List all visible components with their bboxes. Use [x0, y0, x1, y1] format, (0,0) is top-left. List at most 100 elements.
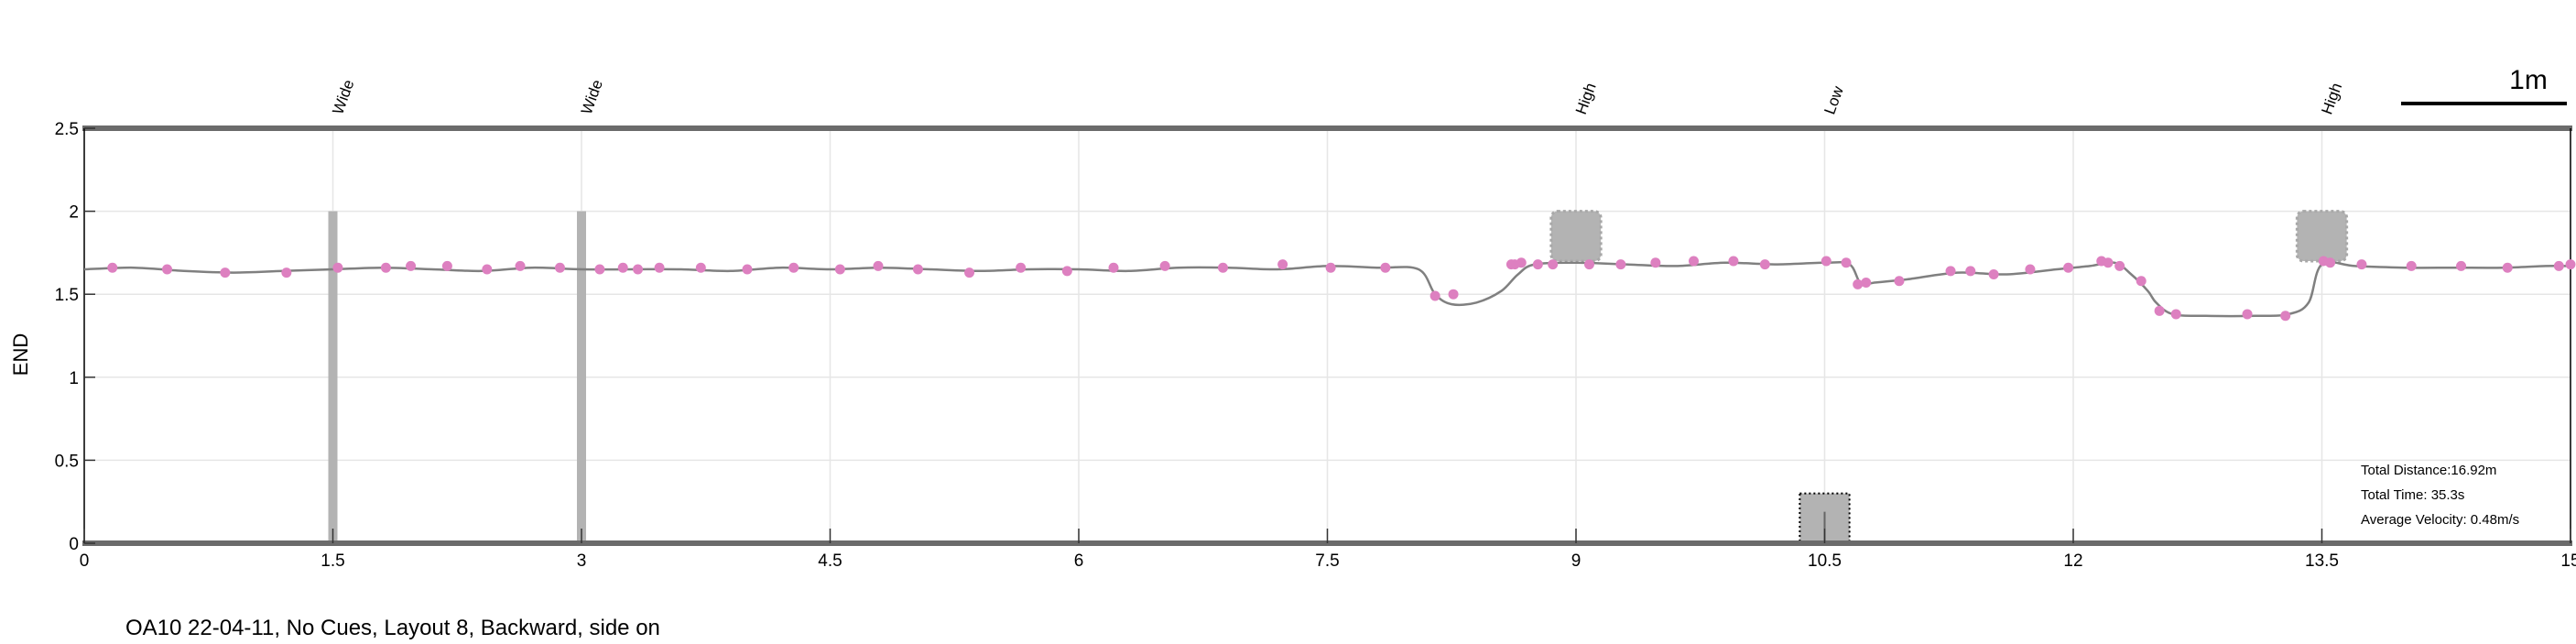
step-marker — [1325, 262, 1336, 273]
y-tick-label: 1 — [69, 369, 79, 388]
step-marker — [1108, 262, 1119, 273]
step-marker — [2154, 305, 2165, 316]
step-marker — [1759, 259, 1770, 270]
step-marker — [1841, 257, 1852, 268]
wide-obstacle — [328, 211, 338, 543]
step-marker — [594, 264, 605, 275]
stat-total-distance: Total Distance:16.92m — [2361, 463, 2496, 478]
step-marker — [2280, 311, 2291, 322]
step-marker — [2356, 259, 2367, 270]
x-tick-label: 13.5 — [2305, 551, 2339, 571]
stat-average-velocity: Average Velocity: 0.48m/s — [2361, 512, 2519, 528]
grid — [83, 127, 2571, 544]
step-marker — [1532, 259, 1543, 270]
step-marker — [1988, 268, 1999, 279]
step-marker — [1894, 276, 1905, 287]
top-axis-band — [82, 126, 2572, 131]
step-marker — [1380, 262, 1391, 273]
step-marker — [1548, 259, 1559, 270]
wide-obstacle — [577, 211, 586, 543]
step-marker — [1159, 260, 1170, 271]
y-axis-title: END — [9, 333, 32, 376]
step-marker — [332, 262, 343, 273]
step-marker — [2114, 260, 2125, 271]
step-marker — [873, 260, 884, 271]
step-marker — [2063, 262, 2074, 273]
x-tick-label: 15 — [2560, 551, 2576, 571]
y-tick-label: 0 — [69, 535, 79, 554]
step-marker — [1821, 256, 1831, 267]
step-marker — [281, 267, 292, 278]
step-marker — [1728, 256, 1739, 267]
step-marker — [1945, 266, 1956, 277]
y-tick-label: 0.5 — [55, 452, 79, 471]
step-marker — [1429, 290, 1440, 301]
y-tick-label: 1.5 — [55, 286, 79, 305]
step-marker — [834, 264, 845, 275]
step-marker — [380, 262, 391, 273]
step-marker — [617, 262, 628, 273]
obstacle-label: Wide — [578, 77, 606, 116]
x-tick-label: 1.5 — [321, 551, 344, 571]
step-marker — [1861, 278, 1872, 289]
step-marker — [2502, 262, 2513, 273]
step-marker — [515, 260, 526, 271]
x-tick-label: 9 — [1571, 551, 1581, 571]
step-marker — [1061, 266, 1072, 277]
x-tick-label: 10.5 — [1808, 551, 1842, 571]
obstacle-label: Low — [1821, 83, 1847, 116]
stats-box: Total Distance:16.92m Total Time: 35.3s … — [2361, 463, 2519, 528]
y-tick-label: 2.5 — [55, 120, 79, 139]
axes: 0 1.5 3 4.5 6 7.5 9 10.5 12 13.5 15 0 0.5 1 1.5 2 2.5 — [55, 120, 2576, 571]
step-marker — [1689, 256, 1700, 267]
step-marker — [2406, 260, 2417, 271]
step-marker — [2136, 276, 2147, 287]
trajectory-line — [83, 260, 2571, 318]
step-marker — [1516, 257, 1527, 268]
obstacle-label: High — [1572, 81, 1600, 116]
step-marker — [2242, 309, 2253, 320]
step-marker — [1853, 278, 1864, 289]
step-marker — [107, 262, 118, 273]
step-marker — [1615, 259, 1626, 270]
stat-total-time: Total Time: 35.3s — [2361, 487, 2464, 503]
x-tick-label: 7.5 — [1315, 551, 1339, 571]
step-marker — [1277, 259, 1288, 270]
step-marker — [2025, 264, 2036, 275]
step-marker — [633, 264, 644, 275]
step-marker — [554, 262, 565, 273]
step-marker — [742, 264, 753, 275]
step-marker — [788, 262, 799, 273]
y-tick-label: 2 — [69, 203, 79, 223]
step-marker — [654, 262, 665, 273]
step-marker — [2553, 260, 2564, 271]
trajectory — [83, 260, 2571, 318]
x-tick-label: 0 — [80, 551, 90, 571]
step-marker — [2565, 259, 2576, 270]
step-marker — [1650, 257, 1661, 268]
step-marker — [912, 264, 923, 275]
step-marker — [2456, 260, 2467, 271]
step-marker — [2170, 309, 2181, 320]
obstacle-label: Wide — [329, 77, 357, 116]
step-marker — [1016, 262, 1027, 273]
step-marker — [1448, 289, 1459, 300]
obstacle-label: High — [2318, 81, 2345, 116]
high-obstacle — [2295, 210, 2349, 263]
high-obstacle — [1549, 210, 1603, 263]
x-tick-label: 4.5 — [818, 551, 842, 571]
step-marker — [2103, 257, 2114, 268]
step-marker — [441, 260, 452, 271]
step-marker — [482, 264, 493, 275]
step-marker — [695, 262, 706, 273]
x-tick-label: 6 — [1074, 551, 1084, 571]
step-marker — [220, 267, 231, 278]
step-marker — [1965, 266, 1976, 277]
step-marker — [1583, 259, 1594, 270]
step-marker — [964, 267, 975, 278]
step-marker — [1217, 262, 1228, 273]
obstacle-labels: Wide Wide High Low High — [329, 77, 2345, 116]
x-tick-label: 12 — [2063, 551, 2082, 571]
scale-bar: 1m — [2401, 65, 2567, 105]
